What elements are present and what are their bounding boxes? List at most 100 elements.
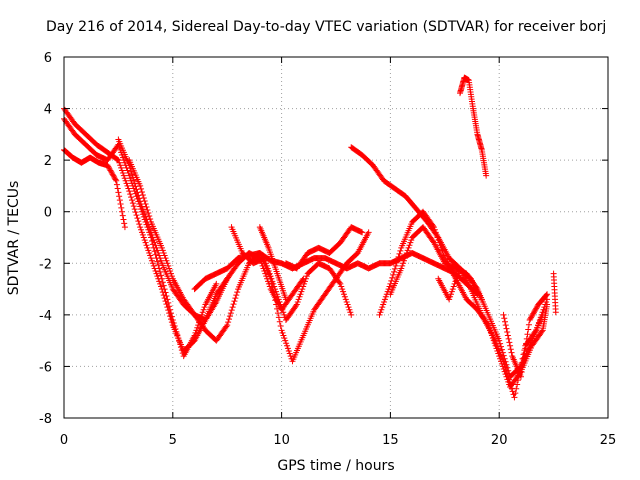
data-point xyxy=(142,200,149,207)
data-point xyxy=(284,342,291,349)
data-point xyxy=(276,318,283,325)
data-point xyxy=(154,273,161,280)
data-point xyxy=(125,185,132,192)
data-point xyxy=(167,268,174,275)
data-point xyxy=(167,310,174,317)
data-point xyxy=(381,298,388,305)
data-point xyxy=(225,319,232,326)
data-point xyxy=(432,229,439,236)
data-point xyxy=(163,292,170,299)
data-point xyxy=(506,379,513,386)
data-point xyxy=(174,332,181,339)
data-point xyxy=(394,256,401,263)
data-point xyxy=(430,222,437,229)
series-track-7 xyxy=(228,224,355,324)
data-point xyxy=(119,170,126,177)
data-point xyxy=(148,255,155,262)
data-point xyxy=(149,260,156,267)
data-point xyxy=(169,317,176,324)
data-point xyxy=(274,293,281,300)
data-point xyxy=(531,307,538,314)
data-point xyxy=(139,231,146,238)
data-point xyxy=(143,242,150,249)
data-point xyxy=(147,216,154,223)
data-points xyxy=(61,74,559,401)
data-point xyxy=(382,293,389,300)
x-tick-label: 5 xyxy=(169,433,177,448)
data-point xyxy=(533,304,540,311)
data-point xyxy=(157,255,164,262)
data-point xyxy=(501,315,508,322)
data-point xyxy=(262,257,269,264)
data-point xyxy=(504,332,511,339)
data-point xyxy=(347,309,354,316)
data-point xyxy=(536,317,543,324)
x-tick-label: 10 xyxy=(273,433,290,448)
plot-frame xyxy=(63,56,609,419)
data-point xyxy=(122,177,129,184)
data-point xyxy=(279,329,286,336)
data-point xyxy=(386,283,393,290)
x-tick-labels: 0 5 10 15 20 25 xyxy=(60,433,616,448)
data-point xyxy=(146,224,153,231)
data-point xyxy=(280,309,287,316)
data-point xyxy=(340,291,347,298)
data-point xyxy=(129,200,136,207)
series-track-16 xyxy=(550,270,559,316)
data-point xyxy=(496,337,503,344)
data-point xyxy=(155,249,162,256)
data-point xyxy=(451,280,458,287)
data-point xyxy=(226,316,233,323)
data-point xyxy=(163,257,170,264)
data-point xyxy=(119,208,126,215)
data-point xyxy=(436,239,443,246)
data-point xyxy=(113,181,120,188)
data-point xyxy=(523,335,530,342)
data-point xyxy=(176,338,183,345)
data-point xyxy=(158,283,165,290)
data-point xyxy=(147,252,154,259)
data-point xyxy=(192,329,199,336)
data-point xyxy=(272,286,279,293)
data-point xyxy=(119,167,126,174)
data-point xyxy=(377,309,384,316)
axis-ticks xyxy=(63,56,609,419)
data-point xyxy=(153,244,160,251)
data-point xyxy=(142,213,149,220)
data-point xyxy=(121,220,128,227)
data-point xyxy=(532,328,539,335)
data-point xyxy=(530,310,537,317)
data-point xyxy=(234,289,241,296)
series-track-3 xyxy=(61,146,128,231)
data-point xyxy=(227,310,234,317)
data-point xyxy=(264,265,271,272)
data-point xyxy=(115,157,122,164)
data-point xyxy=(380,301,387,308)
data-point xyxy=(127,191,134,198)
data-point xyxy=(159,279,166,286)
x-axis-label: GPS time / hours xyxy=(277,458,394,474)
data-point xyxy=(107,167,114,174)
data-point xyxy=(118,164,125,171)
data-point xyxy=(301,280,308,287)
data-point xyxy=(151,239,158,246)
data-point xyxy=(162,289,169,296)
data-point xyxy=(150,262,157,269)
data-point xyxy=(541,304,548,311)
data-point xyxy=(500,358,507,365)
data-point xyxy=(263,262,270,269)
data-point xyxy=(172,326,179,333)
data-point xyxy=(138,188,145,195)
data-point xyxy=(168,313,175,320)
data-point xyxy=(267,273,274,280)
data-point xyxy=(544,291,551,298)
data-point xyxy=(296,293,303,300)
data-point xyxy=(164,260,171,267)
data-point xyxy=(166,303,173,310)
data-point xyxy=(528,313,535,320)
data-point xyxy=(345,304,352,311)
data-point xyxy=(161,252,168,259)
data-point xyxy=(114,156,121,163)
data-point xyxy=(343,298,350,305)
data-point xyxy=(538,328,545,335)
